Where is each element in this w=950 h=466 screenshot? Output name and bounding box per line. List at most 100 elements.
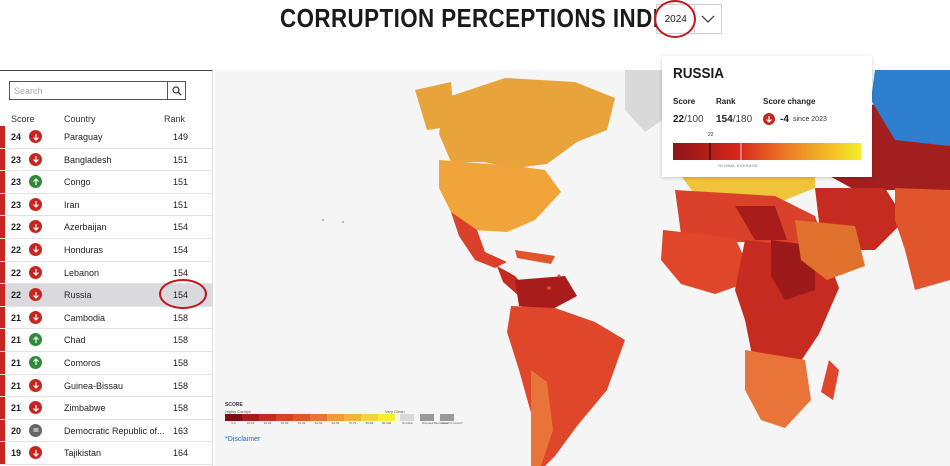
region-libya: [735, 206, 787, 240]
row-country: Zimbabwe: [64, 403, 106, 414]
arrow-down-icon: [29, 310, 42, 324]
row-country: Congo: [64, 177, 91, 188]
region-canada: [439, 78, 615, 168]
row-rank: 151: [173, 154, 189, 165]
score-color-stripe: [0, 216, 5, 238]
region-west-africa: [661, 230, 755, 294]
score-color-stripe: [0, 171, 5, 193]
score-color-stripe: [0, 148, 5, 171]
row-country: Iran: [64, 199, 80, 210]
score-color-stripe: [0, 284, 5, 306]
arrow-down-icon: [29, 220, 42, 234]
score-color-stripe: [0, 442, 5, 464]
legend-bin: 90-100: [378, 414, 395, 426]
card-score-label: Score: [673, 97, 696, 106]
card-global-average-label: GLOBAL AVERAGE: [718, 163, 758, 168]
chevron-down-icon[interactable]: [694, 5, 721, 33]
row-rank: 164: [173, 448, 189, 459]
table-row[interactable]: 23 Iran 151: [0, 193, 212, 217]
country-list-panel: Score Country Rank 24 Paraguay 149 23 Bangla…: [0, 70, 213, 466]
region-chile-argentina: [531, 370, 553, 466]
score-color-stripe: [0, 306, 5, 329]
row-score: 22: [11, 290, 22, 301]
card-country-name: RUSSIA: [673, 65, 725, 82]
table-row[interactable]: 21 Zimbabwe 158: [0, 397, 212, 420]
equal-icon: [29, 423, 42, 437]
card-change-value: -4: [780, 114, 789, 125]
page-title: CORRUPTION PERCEPTIONS INDEX: [280, 3, 684, 33]
table-row[interactable]: 23 Bangladesh 151: [0, 148, 212, 172]
score-color-stripe: [0, 126, 5, 148]
row-rank: 158: [173, 357, 189, 368]
row-score: 21: [11, 403, 22, 414]
row-country: Guinea-Bissau: [64, 380, 124, 391]
row-rank: 154: [173, 267, 189, 278]
card-rank-value: 154/180: [716, 114, 753, 125]
row-country: Comoros: [64, 357, 101, 368]
row-country: Tajikistan: [64, 448, 102, 459]
row-score: 22: [11, 222, 22, 233]
table-row[interactable]: 21 Comoros 158: [0, 351, 212, 375]
arrow-down-icon: [29, 378, 42, 392]
search-icon: [171, 85, 182, 96]
table-row[interactable]: 22 Azerbaijan 154: [0, 216, 212, 239]
row-country: Democratic Republic of...: [64, 425, 165, 436]
map-legend: SCORE Highly Corrupt Very Clean 0-9 10-19…: [225, 402, 463, 425]
table-row[interactable]: 24 Paraguay 149: [0, 126, 212, 149]
arrow-down-icon: [29, 152, 42, 166]
score-color-stripe: [0, 397, 5, 419]
region-alaska: [415, 82, 455, 130]
arrow-down-icon: [29, 446, 42, 460]
region-usa: [439, 160, 561, 232]
score-color-stripe: [0, 261, 5, 284]
card-score-bar: [673, 143, 861, 160]
row-score: 21: [11, 335, 22, 346]
table-row[interactable]: 21 Guinea-Bissau 158: [0, 374, 212, 398]
row-score: 23: [11, 199, 22, 210]
legend-title: SCORE: [225, 402, 243, 408]
legend-bin: 0-9: [225, 414, 242, 426]
row-rank: 158: [173, 380, 189, 391]
arrow-up-icon: [29, 355, 42, 369]
row-rank: 158: [173, 403, 189, 414]
column-header-country[interactable]: Country: [64, 114, 96, 124]
score-color-stripe: [0, 351, 5, 374]
table-row[interactable]: 22 Lebanon 154: [0, 261, 212, 285]
rank-highlight-circle: [159, 279, 207, 309]
row-score: 23: [11, 154, 22, 165]
column-header-score[interactable]: Score: [11, 114, 35, 124]
row-score: 22: [11, 267, 22, 278]
row-rank: 151: [173, 177, 189, 188]
row-score: 20: [11, 425, 22, 436]
row-score: 19: [11, 448, 22, 459]
legend-bin: 80-89: [361, 414, 378, 426]
table-row[interactable]: 21 Chad 158: [0, 329, 212, 352]
row-score: 21: [11, 312, 22, 323]
score-color-stripe: [0, 419, 5, 442]
table-row[interactable]: 23 Congo 151: [0, 171, 212, 194]
column-header-rank[interactable]: Rank: [164, 114, 186, 124]
legend-low-label: Highly Corrupt: [225, 409, 251, 414]
search-button[interactable]: [167, 82, 185, 99]
legend-bin: 50-59: [310, 414, 327, 426]
table-row[interactable]: 21 Cambodia 158: [0, 306, 212, 330]
search-input[interactable]: [10, 82, 168, 99]
table-row[interactable]: 19 Tajikistan 164: [0, 442, 212, 465]
legend-extra: No Data Disputed Boundaries* Lines of Cont…: [400, 414, 463, 426]
legend-extra-item: Disputed Boundaries*: [420, 414, 449, 426]
island-marker: [341, 220, 345, 224]
row-country: Azerbaijan: [64, 222, 107, 233]
country-tooltip-card: RUSSIA Score Rank Score change 22/100 15…: [662, 56, 872, 177]
country-table: 24 Paraguay 149 23 Bangladesh 151 23 Congo 151 23…: [0, 126, 212, 465]
table-row[interactable]: 20 Democratic Republic of... 163: [0, 419, 212, 443]
row-rank: 151: [173, 199, 189, 210]
disclaimer-link[interactable]: *Disclaimer: [225, 436, 261, 443]
island-marker: [547, 286, 551, 290]
legend-bin: 10-19: [242, 414, 259, 426]
region-madagascar: [821, 360, 839, 400]
arrow-up-icon: [29, 333, 42, 347]
legend-bin: 70-79: [344, 414, 361, 426]
island-marker: [321, 218, 325, 222]
table-row[interactable]: 22 Honduras 154: [0, 238, 212, 262]
arrow-down-icon: [29, 242, 42, 256]
